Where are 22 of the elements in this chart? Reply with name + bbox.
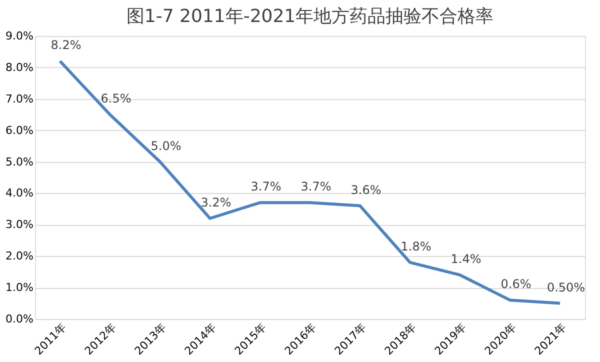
y-tick-label: 3.0% [6, 218, 34, 232]
data-label: 6.5% [100, 92, 132, 106]
y-tick-label: 6.0% [6, 124, 34, 137]
data-label: 3.7% [300, 180, 332, 194]
data-label: 8.2% [50, 38, 82, 52]
data-label: 0.6% [500, 277, 532, 292]
data-label: 1.4% [450, 252, 482, 266]
data-label: 3.6% [350, 182, 382, 197]
y-tick-label: 2.0% [6, 250, 34, 263]
y-tick-label: 1.0% [6, 281, 34, 294]
data-label: 0.50% [546, 280, 586, 294]
data-label: 3.2% [200, 195, 232, 210]
y-tick-label: 5.0% [6, 155, 34, 168]
y-tick-label: 4.0% [6, 186, 34, 200]
chart-title: 图1-7 2011年-2021年地方药品抽验不合格率 [126, 6, 494, 27]
y-tick-label: 9.0% [6, 30, 34, 42]
y-tick-label: 8.0% [6, 60, 34, 74]
data-label: 5.0% [150, 138, 182, 153]
data-label: 3.7% [250, 180, 282, 194]
y-tick-label: 0.0% [6, 312, 34, 326]
data-label: 1.8% [400, 239, 432, 254]
y-tick-label: 7.0% [6, 92, 34, 106]
